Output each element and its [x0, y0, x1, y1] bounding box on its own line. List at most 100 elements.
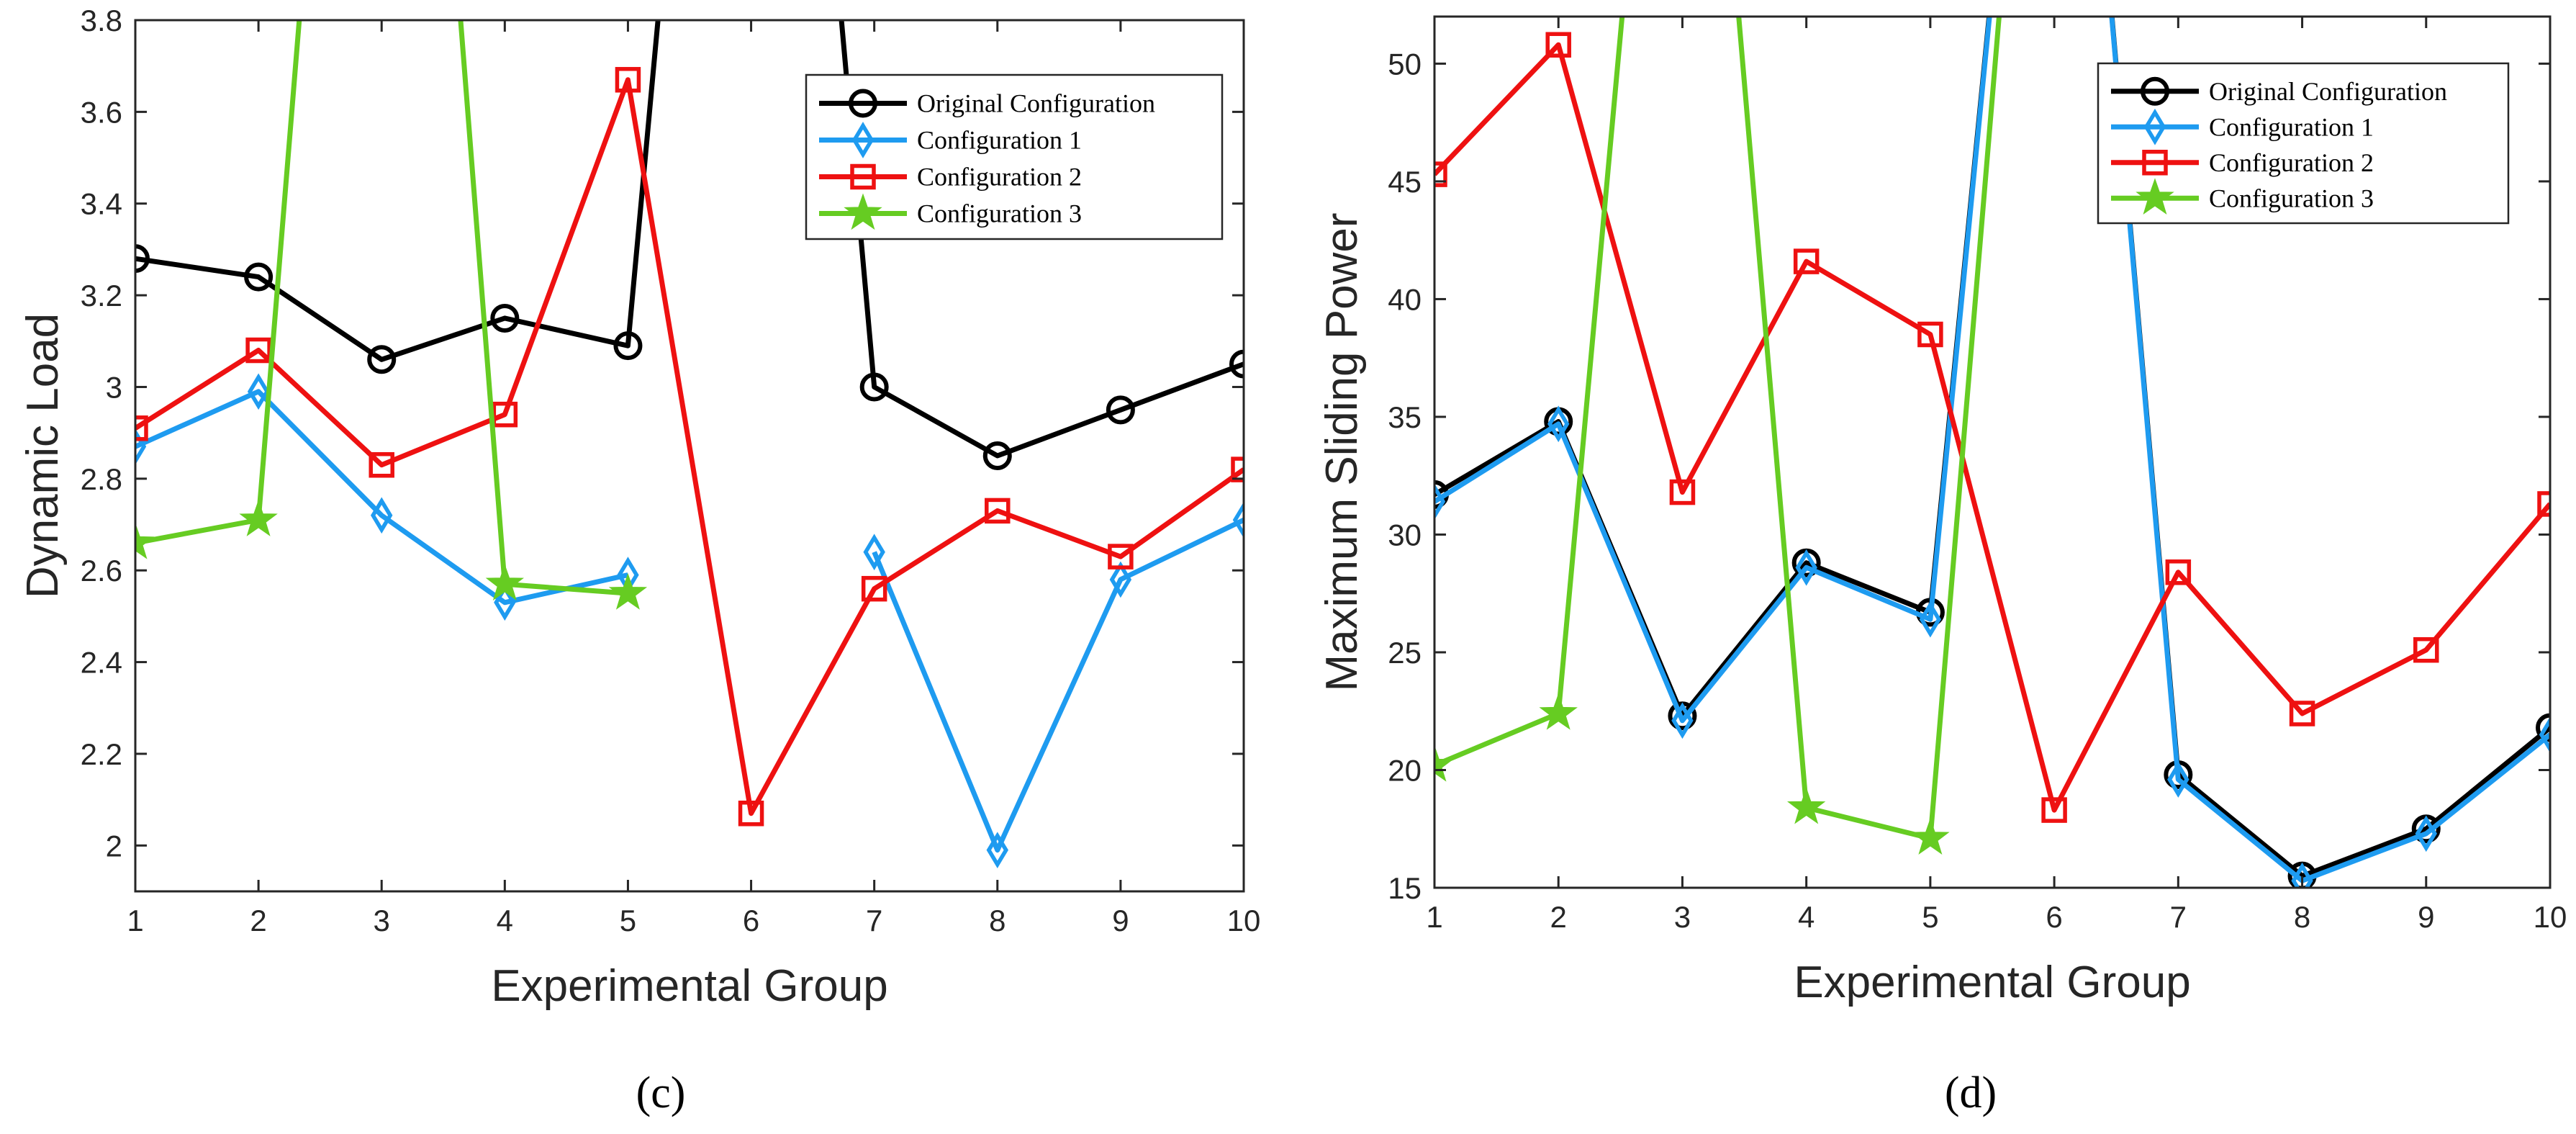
legend-label: Configuration 1	[917, 126, 1082, 155]
series-line	[135, 20, 628, 596]
data-point	[2291, 862, 2313, 888]
x-tick-label: 6	[743, 904, 759, 937]
data-point	[135, 244, 150, 274]
legend: Original Configuration Configuration 1 Con…	[2097, 62, 2510, 225]
legend-marker	[2143, 108, 2166, 145]
x-tick-label: 5	[1922, 900, 1938, 934]
data-point	[1671, 702, 1694, 739]
legend-marker	[850, 163, 876, 190]
data-point	[245, 337, 271, 364]
y-tick-label: 3	[106, 370, 122, 404]
y-axis-label: Maximum Sliding Power	[1317, 213, 1367, 692]
data-point	[239, 500, 278, 536]
axes-box	[134, 19, 1245, 893]
data-point	[494, 584, 516, 621]
x-tick-label: 7	[866, 904, 882, 937]
y-tick-label: 3.8	[81, 4, 122, 37]
data-point	[1793, 248, 1820, 274]
data-point	[1108, 544, 1134, 570]
data-point	[861, 575, 887, 602]
data-point	[985, 498, 1011, 524]
data-point	[244, 262, 274, 292]
data-point	[1434, 744, 1454, 782]
legend-marker	[2136, 178, 2174, 215]
y-tick-label: 20	[1388, 753, 1422, 787]
chart-panel-d: 1 2 3 4 5 6 7 8 9 101520253035404550Experimental …	[1317, 15, 2567, 1117]
data-point	[1106, 395, 1135, 425]
data-point	[608, 573, 648, 610]
legend-label: Configuration 2	[917, 163, 1082, 192]
data-point	[982, 441, 1012, 470]
x-tick-label: 1	[127, 904, 143, 937]
series-line	[1434, 17, 2550, 883]
data-point	[369, 451, 394, 478]
x-tick-label: 5	[620, 904, 636, 937]
data-point	[2536, 713, 2550, 742]
legend-marker	[851, 122, 875, 158]
data-point	[371, 497, 393, 534]
series-line	[135, 20, 1244, 459]
x-tick-label: 8	[989, 904, 1005, 937]
series-configuration-2	[135, 67, 1244, 827]
x-tick-label: 4	[1798, 900, 1815, 934]
x-tick-label: 10	[1227, 904, 1261, 937]
legend-marker	[2141, 76, 2169, 106]
legend-label: Original Configuration	[917, 89, 1155, 118]
data-point	[2041, 797, 2067, 823]
data-point	[863, 534, 885, 571]
panel-label: (c)	[636, 1068, 686, 1117]
series-line	[1434, 17, 2002, 841]
x-tick-label: 10	[2534, 900, 2567, 934]
x-tick-label: 6	[2046, 900, 2062, 934]
x-tick-label: 1	[1426, 900, 1442, 934]
data-point	[986, 832, 1008, 869]
axes-box	[1433, 15, 2552, 889]
data-point	[490, 303, 520, 333]
data-point	[2289, 701, 2315, 726]
x-tick-label: 8	[2294, 900, 2310, 934]
data-point	[1911, 818, 1950, 855]
legend-label: Configuration 3	[2209, 184, 2374, 212]
legend-item: Original Configuration	[819, 89, 1155, 118]
data-point	[135, 415, 148, 441]
y-tick-label: 2.6	[81, 554, 122, 588]
y-tick-label: 2.8	[81, 462, 122, 496]
series-configuration-3	[135, 20, 648, 610]
data-point	[135, 522, 155, 559]
data-point	[485, 564, 524, 600]
legend-label: Configuration 3	[917, 199, 1082, 228]
legend-marker	[844, 193, 882, 230]
series-line	[872, 518, 1244, 853]
series-line	[135, 77, 1244, 816]
y-axis-label: Dynamic Load	[18, 313, 68, 598]
legend: Original Configuration Configuration 1 Con…	[805, 73, 1224, 240]
series-line	[1434, 42, 2550, 813]
data-point	[1547, 405, 1570, 443]
y-tick-label: 3.2	[81, 279, 122, 312]
x-tick-label: 2	[1550, 900, 1567, 934]
x-tick-label: 4	[497, 904, 513, 937]
legend-item: Configuration 1	[2111, 108, 2374, 145]
data-point	[1669, 479, 1696, 505]
panel-label: (d)	[1945, 1068, 1997, 1117]
y-tick-label: 45	[1388, 165, 1422, 199]
data-point	[1787, 787, 1826, 824]
legend-item: Configuration 2	[819, 163, 1082, 192]
legend-item: Configuration 3	[2111, 178, 2374, 215]
data-point	[2167, 761, 2189, 798]
data-point	[135, 428, 147, 465]
chart-panel-c: 1 2 3 4 5 6 7 8 9 10 2 2.2 2.4 2.6 2.8 3 3.2 3.4 3.6 3.8 Exp…	[18, 4, 1261, 1117]
y-tick-label: 3.4	[81, 187, 122, 221]
legend-label: Original Configuration	[2209, 77, 2447, 106]
legend-marker	[849, 89, 877, 118]
legend-item: Configuration 3	[819, 193, 1082, 230]
series-configuration-1	[135, 373, 1244, 869]
y-tick-label: 50	[1388, 47, 1422, 81]
data-point	[1919, 600, 1942, 638]
x-tick-label: 3	[374, 904, 390, 937]
series-original-configuration	[135, 20, 1244, 470]
y-tick-label: 2.2	[81, 737, 122, 771]
y-tick-label: 3.6	[81, 95, 122, 129]
y-tick-label: 2.4	[81, 646, 122, 680]
y-tick-label: 2	[106, 829, 122, 863]
